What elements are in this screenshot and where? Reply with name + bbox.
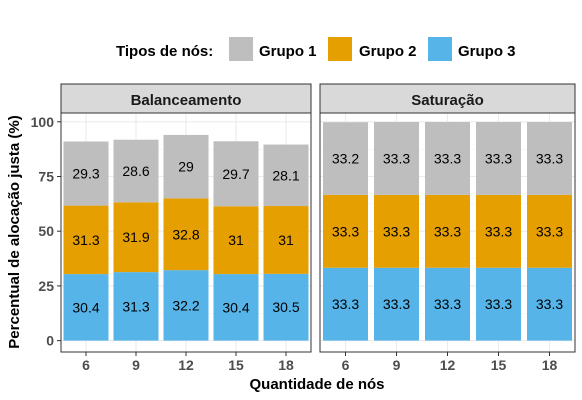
data-label: 33.3: [485, 223, 512, 239]
x-tick-label: 6: [342, 357, 350, 373]
bar-segment: [213, 141, 259, 207]
bar-segment: [323, 267, 368, 341]
data-label: 30.4: [222, 299, 249, 315]
bar-segment: [425, 267, 470, 341]
legend-label-3: Grupo 3: [458, 43, 516, 60]
y-axis-title: Percentual de alocação justa (%): [6, 115, 23, 348]
x-tick-label: 18: [542, 357, 558, 373]
data-label: 31: [278, 232, 294, 248]
bar-segment: [374, 194, 419, 268]
data-label: 31.9: [122, 229, 149, 245]
data-label: 31.3: [122, 298, 149, 314]
bar-segment: [113, 202, 159, 273]
legend: Tipos de nós: Grupo 1 Grupo 2 Grupo 3: [116, 37, 516, 61]
x-tick-label: 18: [278, 357, 294, 373]
bar-segment: [323, 194, 368, 268]
bar-segment: [213, 274, 259, 341]
data-label: 33.3: [332, 223, 359, 239]
legend-swatch-3: [428, 37, 452, 61]
bar-segment: [63, 274, 109, 341]
x-tick-label: 6: [82, 357, 90, 373]
bar-segment: [527, 122, 572, 195]
data-label: 29.7: [222, 166, 249, 182]
data-label: 33.3: [536, 296, 563, 312]
data-label: 33.2: [332, 151, 359, 167]
bar-segment: [425, 194, 470, 268]
bar-segment: [263, 273, 309, 341]
panel-1: Balanceamento 30.4 31.3 29.3 31.3 31.9 28.6 32.…: [31, 83, 312, 373]
data-label: 29: [178, 159, 194, 175]
facet-strip: [60, 83, 312, 114]
data-label: 28.1: [272, 167, 299, 183]
x-tick-label: 15: [491, 357, 507, 373]
data-label: 33.3: [485, 296, 512, 312]
y-tick-label: 25: [38, 278, 54, 294]
x-tick-label: 9: [132, 357, 140, 373]
bar-segment: [527, 194, 572, 268]
y-tick-label: 75: [38, 169, 54, 185]
data-label: 32.8: [172, 226, 199, 242]
bar-segment: [425, 122, 470, 195]
data-label: 33.3: [383, 296, 410, 312]
data-label: 33.3: [332, 296, 359, 312]
bar-segment: [263, 206, 309, 274]
bar-segment: [374, 267, 419, 341]
x-tick-label: 9: [393, 357, 401, 373]
bar-segment: [263, 144, 309, 207]
bar-segment: [113, 139, 159, 203]
data-label: 33.3: [383, 223, 410, 239]
data-label: 30.4: [72, 299, 99, 315]
data-label: 31: [228, 232, 244, 248]
data-label: 29.3: [72, 166, 99, 182]
bar-segment: [163, 198, 209, 271]
panel-2: Saturação 33.3 33.3 33.2 33.3 33.3 33.3 33.3 33.…: [319, 83, 576, 373]
facet-title: Balanceamento: [131, 92, 242, 109]
legend-swatch-2: [328, 37, 352, 61]
bar-segment: [163, 270, 209, 341]
legend-swatch-1: [229, 37, 253, 61]
bar-segment: [323, 122, 368, 195]
data-label: 31.3: [72, 232, 99, 248]
facet-title: Saturação: [411, 92, 484, 109]
data-label: 28.6: [122, 163, 149, 179]
bar-segment: [527, 267, 572, 341]
data-label: 33.3: [434, 223, 461, 239]
legend-label-2: Grupo 2: [359, 43, 417, 60]
data-label: 33.3: [434, 296, 461, 312]
data-label: 32.2: [172, 297, 199, 313]
y-tick-label: 50: [38, 223, 54, 239]
bar-segment: [163, 134, 209, 199]
data-label: 33.3: [536, 223, 563, 239]
x-tick-label: 15: [228, 357, 244, 373]
y-tick-label: 100: [31, 114, 55, 130]
x-tick-label: 12: [440, 357, 456, 373]
data-label: 33.3: [434, 150, 461, 166]
x-axis-title: Quantidade de nós: [249, 376, 384, 393]
bar-segment: [63, 205, 109, 275]
bar-segment: [374, 122, 419, 195]
facet-strip: [319, 83, 576, 114]
bar-segment: [476, 122, 521, 195]
data-label: 30.5: [272, 299, 299, 315]
x-tick-label: 12: [178, 357, 194, 373]
bar-segment: [476, 194, 521, 268]
legend-title: Tipos de nós:: [116, 43, 213, 60]
data-label: 33.3: [383, 150, 410, 166]
y-tick-label: 0: [46, 333, 54, 349]
bar-segment: [113, 272, 159, 341]
data-label: 33.3: [536, 150, 563, 166]
data-label: 33.3: [485, 150, 512, 166]
bar-segment: [213, 206, 259, 275]
legend-label-1: Grupo 1: [259, 43, 317, 60]
bar-segment: [63, 141, 109, 206]
panels: Balanceamento 30.4 31.3 29.3 31.3 31.9 28.6 32.…: [31, 83, 576, 373]
bar-segment: [476, 267, 521, 341]
